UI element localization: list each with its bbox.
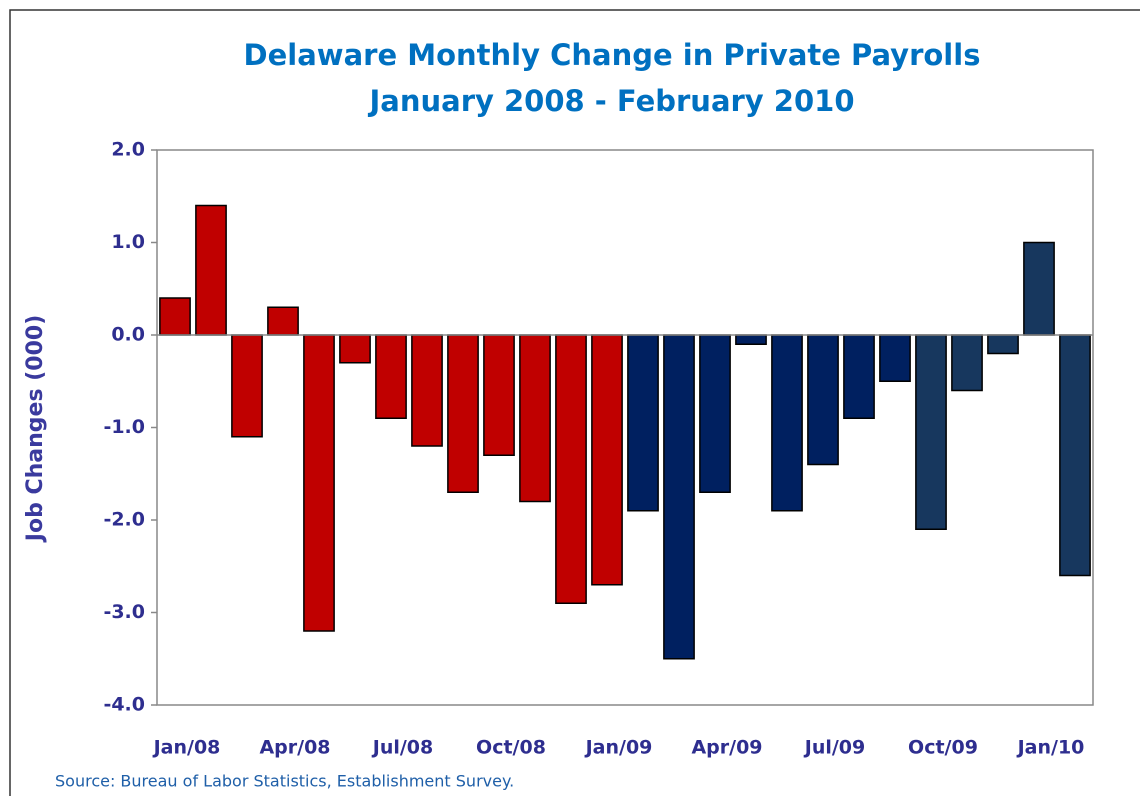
bar bbox=[1023, 241, 1055, 336]
bar bbox=[879, 334, 911, 382]
y-tick-label: 2.0 bbox=[111, 139, 145, 161]
x-tick-label: Apr/09 bbox=[691, 737, 762, 759]
bar bbox=[483, 334, 515, 456]
y-axis-label: Job Changes (000) bbox=[23, 315, 48, 543]
bar bbox=[303, 334, 335, 632]
x-tick-label: Jan/09 bbox=[584, 737, 653, 759]
x-tick-label: Jan/08 bbox=[152, 737, 221, 759]
bar bbox=[231, 334, 263, 438]
x-tick-label: Apr/08 bbox=[259, 737, 330, 759]
frame bbox=[9, 9, 1140, 796]
bar bbox=[411, 334, 443, 447]
x-tick-label: Jul/08 bbox=[371, 737, 434, 759]
y-tick-label: -4.0 bbox=[103, 694, 145, 716]
y-tick-label: -2.0 bbox=[103, 509, 145, 531]
y-tick-label: -1.0 bbox=[103, 416, 145, 438]
x-tick-label: Jul/09 bbox=[803, 737, 866, 759]
bar bbox=[843, 334, 875, 419]
bar bbox=[699, 334, 731, 493]
y-tick-label: 0.0 bbox=[111, 324, 145, 346]
source-note: Source: Bureau of Labor Statistics, Esta… bbox=[55, 772, 514, 791]
bar bbox=[987, 334, 1019, 355]
y-tick-label: 1.0 bbox=[111, 231, 145, 253]
bar bbox=[627, 334, 659, 512]
bar bbox=[807, 334, 839, 466]
bar bbox=[555, 334, 587, 604]
bar bbox=[591, 334, 623, 586]
x-tick-label: Oct/09 bbox=[908, 737, 978, 759]
y-tick-label: -3.0 bbox=[103, 601, 145, 623]
x-tick-label: Jan/10 bbox=[1016, 737, 1085, 759]
bar bbox=[915, 334, 947, 530]
bar bbox=[1059, 334, 1091, 577]
bar bbox=[375, 334, 407, 419]
bar bbox=[663, 334, 695, 660]
bar bbox=[771, 334, 803, 512]
bar bbox=[951, 334, 983, 392]
bar bbox=[267, 306, 299, 336]
bar bbox=[195, 204, 227, 336]
chart-title: Delaware Monthly Change in Private Payro… bbox=[244, 38, 981, 72]
chart-subtitle: January 2008 - February 2010 bbox=[367, 84, 854, 118]
bar bbox=[519, 334, 551, 503]
bar bbox=[447, 334, 479, 493]
bar bbox=[339, 334, 371, 364]
x-tick-label: Oct/08 bbox=[476, 737, 546, 759]
plot-area bbox=[156, 149, 1094, 706]
bar bbox=[735, 334, 767, 345]
bar bbox=[159, 297, 191, 336]
